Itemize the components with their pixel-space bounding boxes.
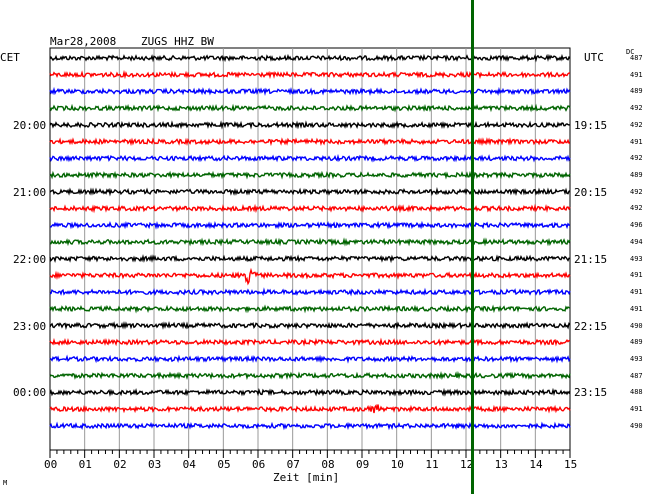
left-time-label: 00:00 [13, 386, 47, 400]
right-time-label: 19:15 [574, 118, 608, 132]
trace-row-1 [49, 69, 571, 80]
trace-row-2 [49, 86, 571, 97]
right-time-label: 23:15 [574, 386, 608, 400]
dc-value: 491 [630, 304, 643, 313]
dc-value: 487 [630, 54, 643, 62]
trace-row-10 [50, 220, 571, 230]
dc-value: 492 [630, 104, 643, 113]
x-tick-label: 05 [217, 458, 231, 471]
dc-value: 492 [630, 120, 643, 129]
trace-row-16 [49, 321, 571, 331]
dc-value: 493 [630, 254, 643, 263]
trace-row-15 [49, 304, 571, 314]
dc-value: 491 [630, 288, 643, 297]
trace-row-13 [49, 267, 571, 286]
left-time-label: 23:00 [13, 319, 47, 333]
x-tick-label: 07 [286, 458, 300, 471]
x-tick-label: 02 [113, 458, 127, 471]
trace-row-17 [49, 337, 571, 347]
dc-header-label: DC [626, 48, 635, 56]
x-tick-label: 13 [494, 458, 508, 471]
trace-row-5 [49, 137, 571, 147]
dc-value: 491 [630, 137, 643, 146]
left-timezone-label: CET [0, 51, 20, 64]
dc-value: 493 [630, 354, 643, 363]
right-time-label: 21:15 [574, 252, 608, 266]
dc-value: 490 [630, 321, 643, 330]
trace-row-6 [49, 153, 571, 163]
dc-value: 489 [630, 171, 643, 180]
x-tick-label: 09 [356, 458, 370, 471]
left-time-label: 20:00 [13, 118, 47, 132]
dc-value: 492 [630, 204, 643, 213]
x-tick-label: 08 [321, 458, 335, 471]
dc-value: 487 [630, 371, 643, 380]
dc-value: 496 [630, 221, 643, 230]
dc-value: 491 [630, 271, 643, 280]
trace-row-18 [49, 354, 571, 364]
marker-line [471, 0, 475, 494]
x-tick-label: 14 [529, 458, 543, 471]
dc-value: 491 [630, 405, 643, 414]
x-tick-label: 04 [182, 458, 196, 471]
x-tick-label: 00 [44, 458, 58, 471]
x-tick-label: 12 [460, 458, 474, 471]
x-tick-label: 01 [78, 458, 92, 471]
dc-value: 494 [630, 237, 643, 246]
trace-row-7 [49, 170, 571, 180]
trace-row-19 [49, 370, 571, 381]
x-axis-label: Zeit [min] [273, 471, 340, 484]
trace-row-12 [49, 254, 571, 264]
dc-value: 488 [630, 388, 643, 397]
right-timezone-label: UTC [584, 51, 604, 64]
trace-row-4 [49, 120, 571, 130]
left-time-label: 21:00 [13, 185, 47, 199]
trace-row-3 [49, 103, 571, 113]
x-tick-label: 10 [390, 458, 404, 471]
dc-value: 489 [630, 338, 643, 347]
trace-row-9 [49, 203, 571, 214]
dc-value: 492 [630, 187, 643, 196]
dc-value: 489 [630, 87, 643, 96]
x-tick-label: 11 [425, 458, 439, 471]
x-tick-label: 15 [564, 458, 578, 471]
date-label: Mar28,2008 [50, 35, 117, 48]
right-time-label: 20:15 [574, 185, 608, 199]
trace-row-21 [49, 403, 571, 414]
trace-row-11 [49, 237, 571, 247]
x-tick-label: 03 [148, 458, 162, 471]
dc-value: 490 [630, 421, 643, 430]
trace-row-22 [49, 421, 571, 431]
right-time-label: 22:15 [574, 319, 608, 333]
corner-mark: M [3, 479, 8, 487]
station-label: ZUGS HHZ BW [141, 35, 214, 48]
x-tick-label: 06 [252, 458, 266, 471]
trace-row-14 [49, 287, 571, 297]
left-time-label: 22:00 [13, 252, 47, 266]
trace-row-0 [49, 53, 571, 63]
trace-row-8 [49, 187, 571, 197]
dc-value: 491 [630, 70, 643, 79]
trace-row-20 [49, 387, 571, 397]
dc-value: 492 [630, 154, 643, 163]
